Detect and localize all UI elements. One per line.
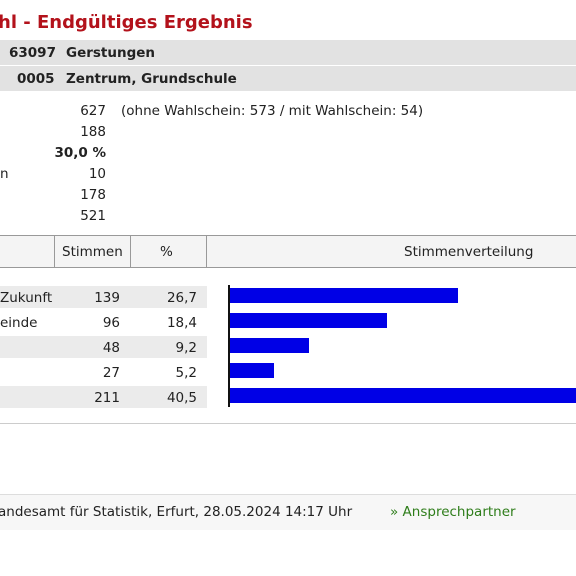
distribution-bar	[230, 313, 388, 328]
party-percent: 40,5	[166, 390, 197, 406]
invalid-label-fragment: n	[0, 166, 9, 182]
column-votes: Stimmen	[62, 244, 123, 260]
distribution-bar	[230, 363, 275, 378]
table-row-bg	[0, 286, 207, 308]
footer-divider	[0, 494, 576, 495]
turnout-value: 30,0 %	[54, 145, 106, 161]
party-percent: 26,7	[166, 290, 197, 306]
page-title: hl - Endgültiges Ergebnis	[0, 12, 253, 33]
party-label: Zukunft	[0, 290, 53, 306]
footer-source: andesamt für Statistik, Erfurt, 28.05.20…	[0, 504, 353, 520]
party-votes: 48	[102, 340, 120, 356]
invalid-votes-value: 10	[88, 166, 106, 182]
distribution-bar	[230, 388, 576, 403]
party-percent: 9,2	[175, 340, 197, 356]
party-label: einde	[0, 315, 38, 331]
table-row-bg	[0, 336, 207, 358]
distribution-bar	[230, 338, 309, 353]
valid-total-value: 521	[80, 208, 106, 224]
party-votes: 211	[94, 390, 120, 406]
valid-votes-value: 178	[80, 187, 106, 203]
contact-link[interactable]: » Ansprechpartner	[390, 504, 516, 520]
eligible-voters-note: (ohne Wahlschein: 573 / mit Wahlschein: …	[121, 103, 424, 119]
party-percent: 18,4	[166, 315, 197, 331]
party-percent: 5,2	[175, 365, 197, 381]
party-votes: 139	[94, 290, 120, 306]
district-bar	[0, 66, 576, 91]
column-distribution: Stimmenverteilung	[404, 244, 534, 260]
municipality-code: 63097	[9, 45, 56, 61]
bar-axis	[228, 285, 230, 407]
table-row-bg	[0, 386, 207, 408]
table-bottom-divider	[0, 423, 576, 424]
distribution-bar	[230, 288, 459, 303]
district-code: 0005	[17, 71, 55, 87]
municipality-bar	[0, 40, 576, 65]
column-percent: %	[160, 244, 173, 260]
party-votes: 96	[102, 315, 120, 331]
party-votes: 27	[102, 365, 120, 381]
results-table-header: Stimmen % Stimmenverteilung	[0, 235, 576, 268]
voters-value: 188	[80, 124, 106, 140]
district-name: Zentrum, Grundschule	[66, 71, 237, 87]
municipality-name: Gerstungen	[66, 45, 156, 61]
eligible-voters-value: 627	[80, 103, 106, 119]
footer	[0, 495, 576, 530]
